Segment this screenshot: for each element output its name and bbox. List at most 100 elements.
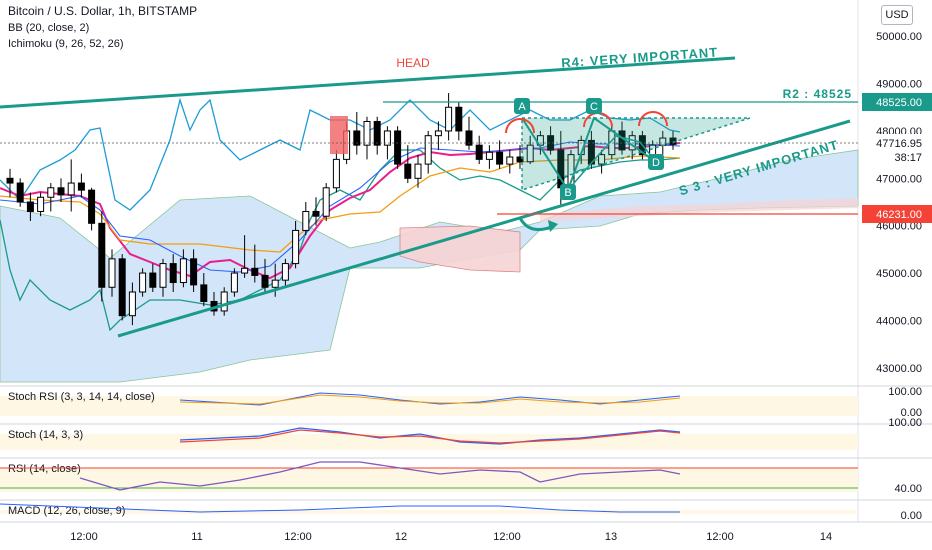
candle-body <box>190 258 198 286</box>
time-tick: 12 <box>395 531 407 543</box>
candle-body <box>88 189 96 224</box>
candle-body <box>251 267 259 276</box>
ichimoku-cloud <box>0 149 859 383</box>
candle-body <box>16 182 24 203</box>
indicator-lines <box>0 97 681 332</box>
pattern-inner <box>567 135 657 191</box>
pane-tick: 100.00 <box>888 386 922 398</box>
abcd-pattern <box>521 116 657 193</box>
support-price-tag-text: 46231.00 <box>876 209 922 221</box>
candle-body <box>230 272 238 293</box>
pattern-point-label: B <box>564 187 571 199</box>
price-tick: 45000.00 <box>876 268 922 280</box>
pattern-point-badge <box>648 154 664 170</box>
candle-body <box>47 187 55 198</box>
pane-band <box>0 510 858 514</box>
pane-macd: MACD (12, 26, close, 9) 0.00 <box>0 505 922 522</box>
price-tick: 46000.00 <box>876 221 922 233</box>
candle-body <box>200 284 208 302</box>
pattern-point-b: B <box>560 184 576 200</box>
pane-tick: 0.00 <box>901 510 922 522</box>
candle-body <box>77 182 85 191</box>
candle-body <box>424 135 432 165</box>
candle-body <box>516 156 524 163</box>
bollinger-upper <box>0 97 681 211</box>
countdown-tag-text: 38:17 <box>894 152 922 164</box>
pane-tick: 40.00 <box>894 483 922 495</box>
time-tick: 12:00 <box>70 531 98 543</box>
candle-body <box>332 158 340 189</box>
shoulder-arc <box>638 111 668 127</box>
r4-label: R4: VERY IMPORTANT <box>561 45 719 71</box>
stoch-k <box>179 427 681 445</box>
currency-button[interactable]: USD <box>881 5 913 25</box>
pattern-point-label: D <box>652 157 660 169</box>
ichimoku-indicator-label[interactable]: Ichimoku (9, 26, 52, 26) <box>8 38 124 50</box>
candle-body <box>139 272 147 293</box>
candle-body <box>302 210 310 231</box>
stoch-rsi-d <box>179 394 681 405</box>
candle-body <box>169 263 177 284</box>
candle-body <box>261 274 269 288</box>
pane-tick: 0.00 <box>901 407 922 419</box>
pane-stoch: Stoch (14, 3, 3) 100.00 <box>0 417 922 450</box>
pane-stoch-rsi: Stoch RSI (3, 3, 14, 14, close) 100.00 0.0… <box>0 386 922 419</box>
candle-body <box>506 156 514 165</box>
price-tick: 50000.00 <box>876 31 922 43</box>
price-axis[interactable]: 50000.0049000.0048000.0047000.0046000.00… <box>862 31 932 375</box>
pattern-point-d: D <box>648 154 664 170</box>
countdown-tag-bg <box>862 148 932 166</box>
current-price-tag: 47716.95 <box>862 134 932 152</box>
candle-body <box>159 263 167 288</box>
current-price-tag-text: 47716.95 <box>876 138 922 150</box>
countdown-tag: 38:17 <box>862 148 932 166</box>
candle-body <box>281 263 289 281</box>
triangle-pattern <box>521 117 751 192</box>
r2-label: R2 : 48525 <box>783 87 852 101</box>
candle-body <box>241 267 249 274</box>
candle-body <box>669 137 677 145</box>
candle-body <box>353 130 361 146</box>
candle-body <box>312 210 320 217</box>
candle-body <box>383 130 391 146</box>
candle-body <box>57 187 65 196</box>
highlight-zone <box>330 116 348 154</box>
time-tick: 13 <box>605 531 617 543</box>
candle-body <box>404 163 412 179</box>
time-tick: 12:00 <box>706 531 734 543</box>
r2-price-tag-bg <box>862 93 932 111</box>
ichimoku-cloud-bullish <box>0 149 859 383</box>
pattern-point-badge <box>560 184 576 200</box>
kijun-sen <box>0 155 681 253</box>
r2-price-tag-text: 48525.00 <box>876 97 922 109</box>
pattern-point-a: A <box>514 98 530 114</box>
pane-title: Stoch RSI (3, 3, 14, 14, close) <box>8 391 155 403</box>
time-tick: 12:00 <box>284 531 312 543</box>
time-axis[interactable]: 12:00 11 12:00 12 12:00 13 12:00 14 <box>70 531 832 543</box>
bounce-arrow-head <box>548 220 558 232</box>
candle-body <box>465 130 473 146</box>
pattern-point-badge <box>586 98 602 114</box>
current-price-tag-bg <box>862 134 932 152</box>
candle-body <box>322 187 330 217</box>
ichimoku-cloud-bearish-right <box>540 198 858 222</box>
pattern-point-badge <box>514 98 530 114</box>
macd-line <box>0 503 680 513</box>
pane-title: RSI (14, close) <box>8 463 81 475</box>
candle-body <box>292 229 300 265</box>
r4-trendline <box>0 56 736 109</box>
price-tick: 44000.00 <box>876 315 922 327</box>
candle-body <box>475 144 483 160</box>
pane-tick: 100.00 <box>888 417 922 429</box>
candle-body <box>455 106 463 132</box>
candle-body <box>108 258 116 288</box>
rsi-line <box>79 461 681 491</box>
candle-body <box>37 196 45 212</box>
shoulder-arc <box>505 118 535 134</box>
bb-indicator-label[interactable]: BB (20, close, 2) <box>8 22 90 34</box>
price-tick: 49000.00 <box>876 79 922 91</box>
candle-body <box>118 258 126 317</box>
candle-body <box>149 272 157 288</box>
candle-body <box>6 177 14 184</box>
